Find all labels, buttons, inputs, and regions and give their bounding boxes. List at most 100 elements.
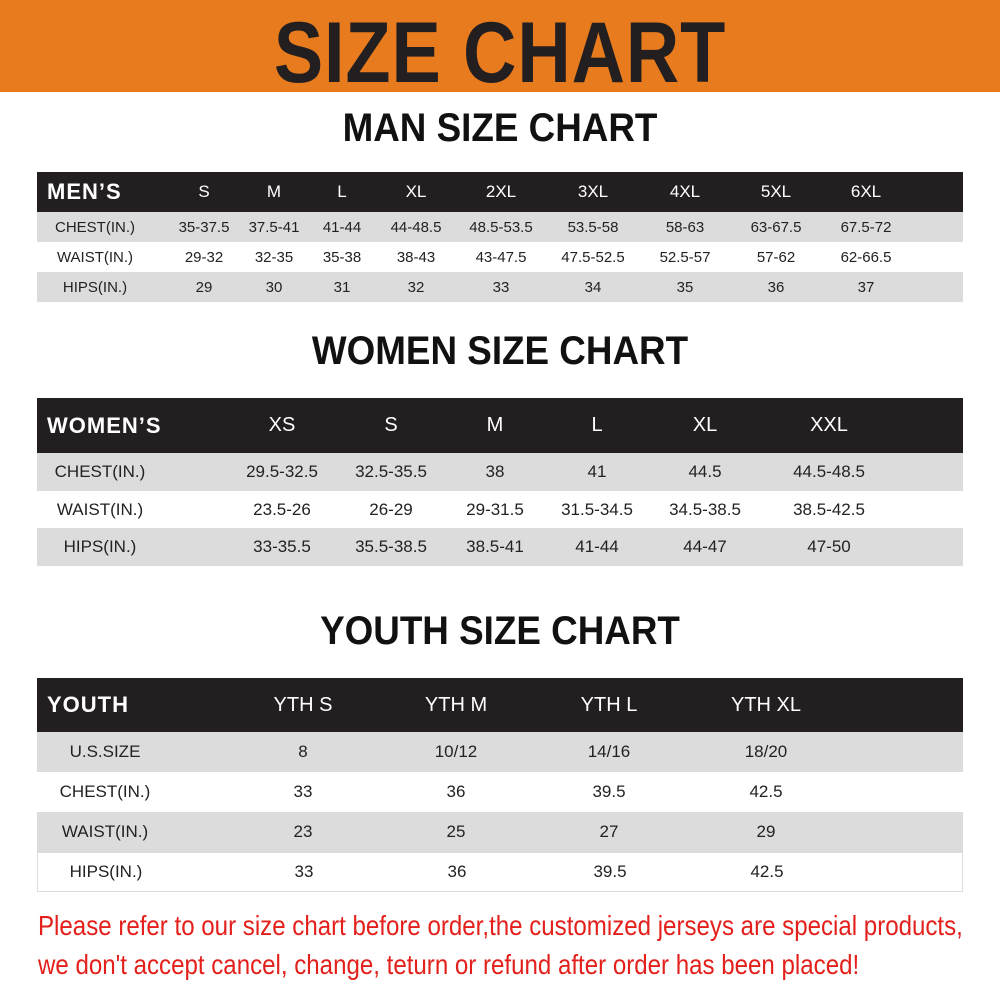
youth-section-title: YOUTH SIZE CHART: [320, 609, 680, 653]
table-cell: 44-48.5: [390, 218, 442, 236]
table-cell: 8: [298, 742, 308, 761]
table-cell: 42.5: [750, 862, 784, 881]
banner: SIZE CHART: [0, 0, 1000, 101]
table-cell: 29.5-32.5: [246, 461, 318, 481]
size-header: YTH L: [580, 693, 638, 716]
table-cell: 36: [446, 782, 466, 801]
table-cell: 36: [447, 862, 467, 881]
table-row: HIPS(IN.) 33 36 39.5 42.5: [37, 852, 963, 892]
size-header: XXL: [810, 414, 848, 436]
size-header: 6XL: [850, 182, 882, 201]
table-cell: 35-37.5: [178, 218, 230, 236]
table-cell: 27: [599, 822, 619, 841]
header-row: MEN’S S M L XL 2XL 3XL 4XL 5XL 6XL: [37, 172, 963, 212]
table-row: HIPS(IN.) 29 30 31 32 33 34 35 36 37: [37, 272, 963, 302]
table-cell: 23.5-26: [253, 499, 311, 519]
row-label: MEN’S: [47, 179, 122, 204]
table-cell: 38: [485, 461, 505, 481]
table-cell: 53.5-58: [567, 218, 619, 236]
row-label: CHEST(IN.): [54, 461, 146, 481]
row-label: CHEST(IN.): [55, 218, 135, 236]
notice-line-2: we don't accept cancel, change, teturn o…: [38, 949, 860, 980]
table-cell: 34: [584, 278, 602, 296]
size-header: L: [591, 414, 603, 436]
size-header: M: [486, 414, 504, 436]
size-header: YTH XL: [730, 693, 802, 716]
table-cell: 37.5-41: [248, 218, 300, 236]
table-cell: 47.5-52.5: [561, 248, 625, 266]
size-header: XS: [268, 414, 296, 436]
table-cell: 58-63: [665, 218, 705, 236]
table-cell: 41-44: [575, 537, 619, 557]
size-header: 2XL: [485, 182, 517, 201]
size-header: YTH S: [273, 693, 333, 716]
row-label: WOMEN’S: [47, 412, 162, 438]
table-row: HIPS(IN.) 33-35.5 35.5-38.5 38.5-41 41-44 44-…: [37, 528, 963, 567]
table-cell: 29-32: [184, 248, 224, 266]
table-cell: 23: [293, 822, 313, 841]
header-row: WOMEN’S XS S M L XL XXL: [37, 398, 963, 453]
row-label: WAIST(IN.): [56, 499, 144, 519]
size-header: L: [337, 182, 347, 201]
table-cell: 63-67.5: [750, 218, 802, 236]
table-row: U.S.SIZE 8 10/12 14/16 18/20: [37, 732, 963, 772]
table-cell: 33-35.5: [253, 537, 311, 557]
table-cell: 52.5-57: [659, 248, 711, 266]
table-cell: 44.5: [688, 461, 722, 481]
table-cell: 33: [492, 278, 510, 296]
women-section-title: WOMEN SIZE CHART: [311, 329, 689, 373]
size-header: XL: [692, 414, 718, 436]
table-cell: 37: [857, 278, 875, 296]
table-cell: 25: [446, 822, 466, 841]
table-row: CHEST(IN.) 33 36 39.5 42.5: [37, 772, 963, 812]
table-cell: 42.5: [749, 782, 783, 801]
size-header: XL: [405, 182, 427, 201]
table-cell: 44.5-48.5: [793, 461, 865, 481]
size-header: M: [266, 182, 282, 201]
size-header: 5XL: [760, 182, 792, 201]
table-cell: 32-35: [254, 248, 294, 266]
table-cell: 33: [294, 862, 314, 881]
row-label: HIPS(IN.): [63, 537, 137, 557]
table-cell: 41: [587, 461, 607, 481]
row-label: CHEST(IN.): [59, 782, 151, 801]
table-cell: 34.5-38.5: [669, 499, 741, 519]
table-cell: 29-31.5: [466, 499, 524, 519]
table-cell: 44-47: [683, 537, 727, 557]
table-cell: 67.5-72: [840, 218, 892, 236]
table-row: CHEST(IN.) 35-37.5 37.5-41 41-44 44-48.5 48.5…: [37, 212, 963, 242]
notice-line-1: Please refer to our size chart before or…: [38, 910, 963, 941]
size-header: 3XL: [577, 182, 609, 201]
table-cell: 35.5-38.5: [355, 537, 427, 557]
table-cell: 31.5-34.5: [561, 499, 633, 519]
table-cell: 33: [293, 782, 313, 801]
table-cell: 48.5-53.5: [469, 218, 533, 236]
row-label: U.S.SIZE: [69, 742, 141, 761]
table-cell: 38-43: [396, 248, 436, 266]
table-cell: 62-66.5: [840, 248, 892, 266]
table-cell: 39.5: [592, 782, 626, 801]
table-cell: 57-62: [756, 248, 796, 266]
table-cell: 41-44: [322, 218, 362, 236]
table-cell: 43-47.5: [475, 248, 527, 266]
table-cell: 39.5: [593, 862, 627, 881]
row-label: HIPS(IN.): [62, 278, 128, 296]
size-header: S: [384, 414, 398, 436]
men-section-title: MAN SIZE CHART: [342, 106, 658, 150]
size-header: YTH M: [424, 693, 488, 716]
table-cell: 32.5-35.5: [355, 461, 427, 481]
table-row: WAIST(IN.) 29-32 32-35 35-38 38-43 43-47.5 47.…: [37, 242, 963, 272]
table-cell: 29: [756, 822, 776, 841]
table-cell: 47-50: [807, 537, 851, 557]
table-cell: 35-38: [322, 248, 362, 266]
row-label: WAIST(IN.): [56, 248, 134, 266]
table-cell: 36: [767, 278, 785, 296]
table-cell: 30: [265, 278, 283, 296]
table-cell: 29: [195, 278, 213, 296]
table-cell: 38.5-41: [466, 537, 524, 557]
table-cell: 18/20: [744, 742, 788, 761]
size-header: 4XL: [669, 182, 701, 201]
size-header: S: [198, 182, 210, 201]
table-cell: 38.5-42.5: [793, 499, 865, 519]
table-cell: 35: [676, 278, 694, 296]
